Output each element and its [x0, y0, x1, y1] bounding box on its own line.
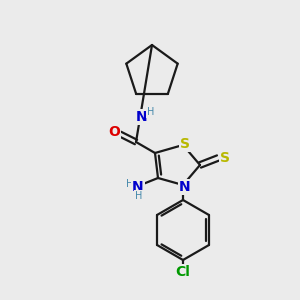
Text: N: N [179, 180, 191, 194]
Text: S: S [220, 151, 230, 165]
Text: N: N [132, 180, 144, 194]
Text: H: H [135, 191, 143, 201]
Text: H: H [147, 107, 155, 117]
Text: S: S [180, 137, 190, 151]
Text: H: H [126, 179, 134, 189]
Text: N: N [136, 110, 148, 124]
Text: O: O [108, 125, 120, 139]
Text: Cl: Cl [176, 265, 190, 279]
